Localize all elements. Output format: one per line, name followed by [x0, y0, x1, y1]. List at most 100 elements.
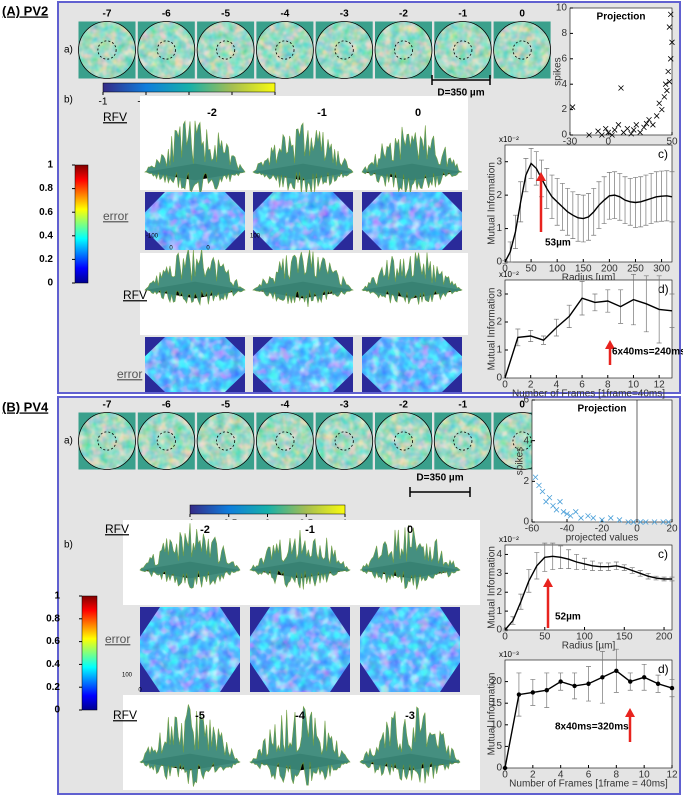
marker	[530, 690, 536, 695]
annotation-arrow-head	[543, 578, 553, 587]
panel-label: (A) PV2	[2, 3, 48, 18]
scatter-point	[609, 132, 615, 138]
error-bar	[669, 171, 675, 223]
rf-center	[216, 40, 236, 60]
x-axis-label: projected values	[566, 533, 639, 544]
scatter-point	[615, 122, 622, 128]
surface	[252, 122, 354, 195]
error-colorbar-tick-label: 0.4	[39, 230, 53, 241]
surface	[361, 252, 463, 305]
frame-label: -3	[340, 9, 349, 20]
x-tick-label: 8	[605, 380, 611, 391]
y-tick-label: 4	[523, 435, 529, 446]
x-tick-label: -20	[595, 524, 610, 535]
rfv-frame-label: -3	[405, 710, 415, 722]
panel-tag: c)	[658, 547, 668, 561]
rf-outline	[374, 21, 433, 79]
error-map	[145, 192, 245, 250]
x-tick-label: 10	[628, 380, 640, 391]
marker	[502, 765, 508, 771]
x-tick-label: 6	[579, 380, 585, 391]
error-map	[362, 192, 462, 250]
scatter-point	[660, 519, 667, 525]
y-tick-label: 0	[561, 130, 567, 141]
rf-center	[97, 431, 117, 451]
rf-center	[453, 40, 473, 60]
frame-label: -4	[280, 400, 289, 411]
marker	[586, 681, 591, 686]
x-tick-label: 2	[530, 770, 536, 781]
rf-outline	[196, 21, 255, 79]
scatter-point	[625, 519, 632, 525]
rfv-frame-label: -1	[305, 524, 315, 536]
rf-outline	[137, 21, 196, 79]
rfv-frame-label: -2	[200, 524, 210, 536]
scatter-point	[650, 122, 656, 128]
scatter-point	[599, 517, 605, 523]
rf-center	[216, 431, 236, 451]
error-map	[140, 607, 240, 692]
error-colorbar-tick-label: 0.8	[39, 183, 53, 194]
y-tick-label: 0	[523, 517, 529, 528]
error-colorbar-tick-label: 0	[47, 278, 53, 289]
scatter-point	[543, 498, 549, 505]
surface	[144, 120, 246, 195]
rf-center	[512, 431, 532, 451]
surface	[139, 523, 241, 589]
error-axis-label: 0	[138, 688, 142, 694]
x-tick-label: 0	[502, 770, 508, 781]
error-map	[360, 607, 460, 692]
scatter-point	[616, 517, 623, 523]
scatter-point	[643, 120, 650, 127]
scatter-point	[653, 113, 660, 119]
rfv-frame-label: 0	[407, 524, 413, 536]
rf-map	[78, 21, 136, 79]
x-tick-label: 0	[605, 137, 611, 148]
colorbar-tick-label: -1	[99, 97, 108, 108]
scatter-point	[667, 56, 674, 62]
frame-label: 0	[519, 9, 525, 20]
scatter-point	[637, 519, 644, 525]
panel-tag: c)	[658, 147, 668, 161]
rfv-frame-label: -1	[317, 107, 327, 119]
colorbar	[102, 82, 276, 93]
y-tick-label: 0	[496, 373, 502, 384]
y-tick-label: 10	[491, 719, 503, 730]
x-tick-label: 50	[526, 264, 538, 275]
marker	[600, 675, 605, 680]
plot-area	[531, 399, 673, 523]
chart-title: Projection	[597, 12, 646, 23]
rf-map	[78, 412, 136, 470]
rf-outline	[255, 21, 314, 79]
rf-map	[434, 21, 492, 79]
annotation-arrow-head	[605, 340, 615, 349]
surface	[249, 530, 351, 590]
rf-outline	[374, 412, 433, 470]
rf-center	[512, 40, 532, 60]
scatter-point	[611, 127, 618, 133]
colorbar	[189, 504, 346, 515]
x-axis-label: Number of Frames [1frame=40ms]	[512, 389, 665, 400]
x-tick-label: 100	[549, 264, 566, 275]
error-colorbar-tick-label: 0.2	[39, 254, 53, 265]
scatter-point	[624, 125, 631, 132]
rf-center	[156, 40, 176, 60]
rf-center	[275, 431, 295, 451]
rf-center	[334, 40, 354, 60]
x-tick-label: 12	[666, 770, 678, 781]
rf-outline	[255, 412, 314, 470]
surface	[361, 125, 463, 194]
rfv-label: RFV	[113, 708, 137, 722]
scatter-point	[642, 519, 649, 525]
error-map	[362, 337, 462, 392]
scatter-point	[665, 68, 671, 75]
x-tick-label: 4	[554, 380, 560, 391]
marker	[544, 688, 549, 693]
y-tick-label: 6	[561, 53, 567, 64]
surface	[249, 705, 351, 786]
rf-outline	[196, 412, 255, 470]
x-axis-label: Number of Frames [1frame = 40ms]	[509, 779, 668, 790]
error-axis-label: 0	[169, 246, 173, 252]
marker	[516, 692, 522, 697]
frame-label: -1	[458, 400, 467, 411]
